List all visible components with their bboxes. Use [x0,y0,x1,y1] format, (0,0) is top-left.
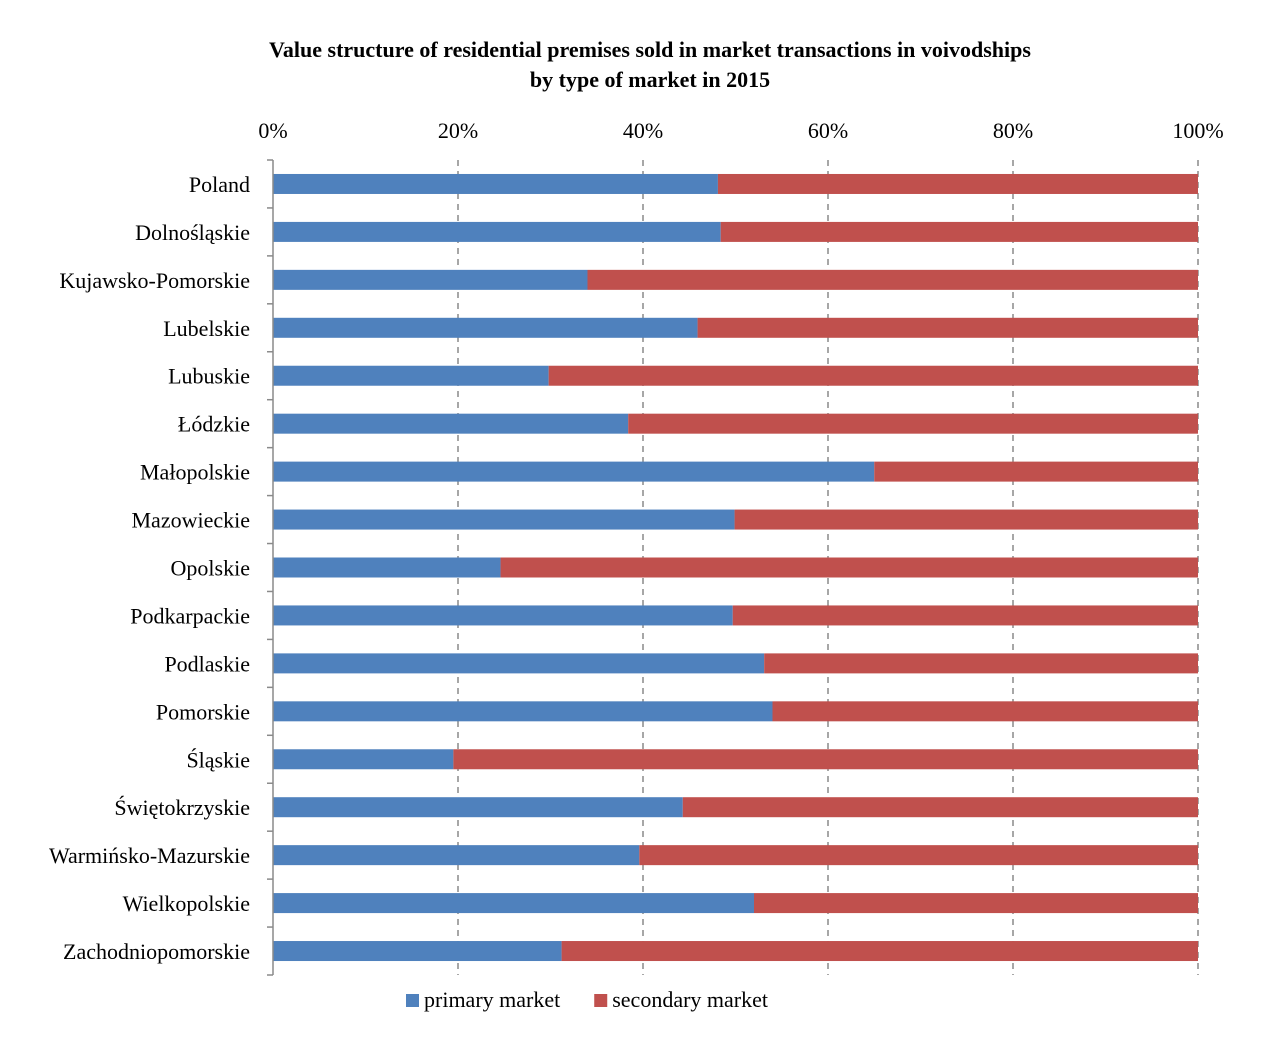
x-tick-label: 60% [808,118,848,143]
bar-primary-market [273,173,718,194]
category-label: Wielkopolskie [123,891,250,916]
bar-secondary-market [717,173,1198,194]
bar-primary-market [273,413,629,434]
category-labels: Poland Dolnośląskie Kujawsko-Pomorskie Lube… [49,172,250,964]
category-label: Podkarpackie [130,603,250,628]
category-label: Opolskie [171,556,250,581]
x-tick-label: 80% [993,118,1033,143]
category-label: Poland [189,172,250,197]
x-tick-label: 100% [1172,118,1223,143]
category-label: Zachodniopomorskie [63,939,250,964]
bar-secondary-market [561,941,1198,962]
bar-secondary-market [548,365,1198,386]
bar-primary-market [273,893,754,914]
category-label: Warmińsko-Mazurskie [49,843,250,868]
category-label: Lubelskie [163,316,250,341]
category-label: Świętokrzyskie [114,795,250,820]
bar-primary-market [273,845,640,866]
bar-secondary-market [628,413,1198,434]
category-label: Małopolskie [140,460,250,485]
bar-primary-market [273,605,733,626]
legend-label: secondary market [612,987,768,1012]
bar-secondary-market [764,653,1198,674]
bar-secondary-market [732,605,1198,626]
bar-primary-market [273,365,549,386]
bar-secondary-market [734,509,1198,530]
bar-primary-market [273,557,501,578]
bar-secondary-market [772,701,1198,722]
bar-secondary-market [874,461,1198,482]
category-label: Kujawsko-Pomorskie [59,268,250,293]
axes [267,159,274,976]
category-label: Łódzkie [178,412,250,437]
x-tick-label: 40% [623,118,663,143]
chart-subtitle: by type of market in 2015 [530,67,770,92]
bar-primary-market [273,221,721,242]
category-label: Mazowieckie [132,508,251,533]
bar-primary-market [273,941,562,962]
bar-primary-market [273,269,588,290]
legend-label: primary market [424,987,560,1012]
bar-secondary-market [720,221,1198,242]
bar-primary-market [273,701,773,722]
legend-swatch [594,994,608,1007]
x-tick-label: 20% [438,118,478,143]
chart-title: Value structure of residential premises … [269,37,1031,62]
category-label: Śląskie [186,747,250,772]
bar-secondary-market [682,797,1198,818]
bar-primary-market [273,797,683,818]
bar-secondary-market [639,845,1198,866]
bar-primary-market [273,749,454,770]
category-label: Dolnośląskie [135,220,250,245]
legend: primary market secondary market [406,987,768,1012]
legend-swatch [406,994,419,1007]
category-label: Lubuskie [168,364,250,389]
bar-secondary-market [754,893,1198,914]
x-tick-label: 0% [258,118,287,143]
category-label: Podlaskie [164,651,250,676]
bar-primary-market [273,461,875,482]
bar-secondary-market [587,269,1198,290]
category-label: Pomorskie [156,699,250,724]
bar-secondary-market [697,317,1198,338]
bar-secondary-market [453,749,1198,770]
bar-primary-market [273,317,698,338]
bars [273,173,1198,962]
bar-primary-market [273,509,735,530]
bar-primary-market [273,653,765,674]
x-tick-labels: 0% 20% 40% 60% 80% 100% [258,118,1223,143]
bar-secondary-market [500,557,1198,578]
